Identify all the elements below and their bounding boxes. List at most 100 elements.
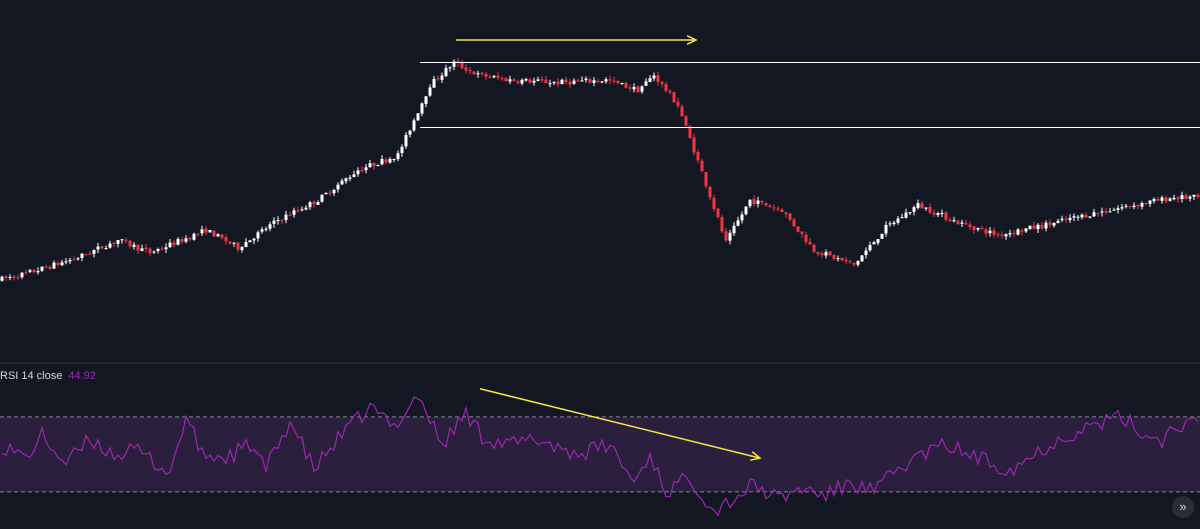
candle-body [356,170,360,175]
candle-body [380,158,384,165]
candle-body [856,260,860,265]
candle-body [780,209,784,213]
candle-body [1160,197,1164,201]
candle-body [792,219,796,227]
candle-body [544,79,548,84]
candle-body [712,197,716,209]
candle-body [376,164,380,166]
candle-body [136,244,140,251]
candle-body [964,223,968,225]
candle-body [960,222,964,224]
candle-body [520,79,524,84]
candle-body [128,240,132,247]
candle-body [188,237,192,240]
candle-body [280,220,284,222]
candle-body [1156,198,1160,201]
candle-body [592,80,596,83]
candle-body [984,229,988,234]
candle-body [472,71,476,75]
candle-body [952,220,956,222]
candle-body [44,266,48,268]
candle-body [140,248,144,251]
candle-body [932,212,936,215]
candle-body [152,251,156,253]
candle-body [336,184,340,190]
candle-body [452,61,456,67]
candle-body [1028,225,1032,229]
candle-body [728,232,732,241]
candle-body [308,202,312,208]
candle-body [864,250,868,256]
scroll-to-realtime-button[interactable]: » [1172,496,1194,518]
candle-body [596,80,600,82]
candle-body [1040,225,1044,229]
candle-body [404,134,408,147]
candle-body [1180,195,1184,199]
candle-body [48,266,52,269]
candle-body [776,208,780,210]
candle-body [580,80,584,82]
candle-body [88,253,92,255]
candle-body [640,86,644,92]
candle-body [1092,212,1096,217]
candle-body [84,254,88,256]
candle-body [628,87,632,89]
candle-body [200,229,204,234]
candle-body [540,79,544,81]
candle-body [312,201,316,205]
candle-body [944,212,948,220]
candle-body [364,167,368,171]
candle-body [996,234,1000,236]
candle-body [476,73,480,75]
candle-body [1048,222,1052,225]
candle-body [672,92,676,103]
candle-body [1064,218,1068,220]
candle-body [320,194,324,202]
candle-body [608,79,612,81]
candle-body [664,84,668,91]
candle-body [852,262,856,265]
candle-body [1076,216,1080,218]
candle-body [720,217,724,232]
candle-body [772,207,776,209]
candle-body [1144,203,1148,205]
candle-body [304,207,308,210]
candle-body [860,255,864,262]
candle-body [1088,216,1092,218]
candle-body [400,146,404,154]
candle-body [708,186,712,198]
candle-body [1104,210,1108,213]
candle-body [840,257,844,261]
candle-body [72,259,76,261]
candle-body [96,246,100,250]
candle-body [272,220,276,224]
candle-body [980,228,984,230]
candle-body [36,271,40,273]
candle-body [448,67,452,69]
candle-body [748,199,752,207]
candle-body [64,261,68,263]
rsi-divergence-arrow [479,388,761,459]
candle-body [740,214,744,221]
candle-body [104,247,108,249]
candle-body [884,224,888,234]
candle-body [600,81,604,83]
candle-body [368,163,372,168]
candle-body [284,214,288,221]
candle-body [264,228,268,230]
candle-body [1192,194,1196,197]
candle-body [220,234,224,238]
candle-body [0,276,4,281]
candle-body [684,116,688,126]
candle-body [132,244,136,247]
candle-body [436,78,440,80]
candle-body [912,207,916,212]
candle-body [332,190,336,194]
candle-body [468,70,472,72]
candle-body [736,220,740,226]
candle-body [744,206,748,215]
candle-body [668,90,672,93]
candle-body [924,207,928,209]
